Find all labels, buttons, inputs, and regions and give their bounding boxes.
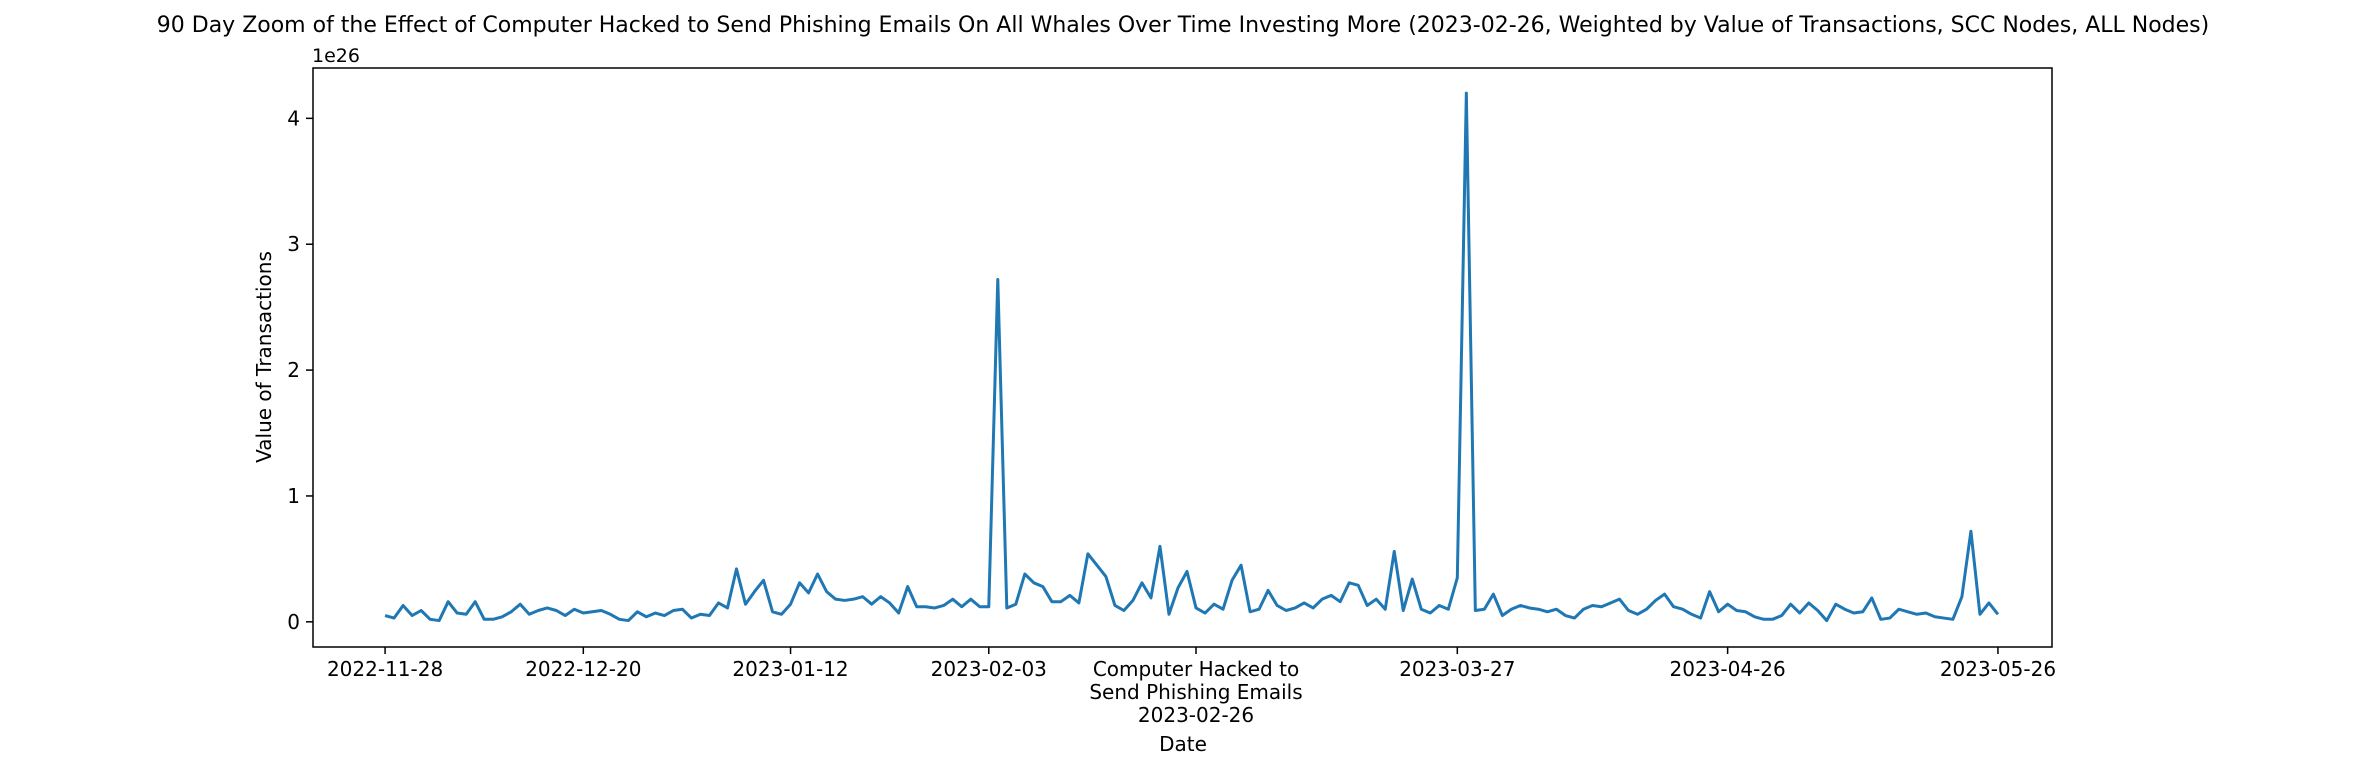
x-tick-label: 2023-02-03 xyxy=(931,657,1047,681)
x-tick-label: 2022-12-20 xyxy=(525,657,641,681)
y-tick-label: 1 xyxy=(287,484,300,508)
x-axis-label: Date xyxy=(1159,732,1207,756)
chart-title: 90 Day Zoom of the Effect of Computer Ha… xyxy=(157,13,2209,38)
x-tick-label: 2023-03-27 xyxy=(1399,657,1515,681)
series-line xyxy=(384,91,2000,623)
plot-area-frame xyxy=(312,67,2053,648)
y-tick-label: 0 xyxy=(287,610,300,634)
y-axis-label: Value of Transactions xyxy=(252,251,276,463)
y-axis-ticks: 0 1 2 3 4 xyxy=(287,106,313,634)
annotation-label-line: 2023-02-26 xyxy=(1138,703,1254,727)
y-tick-label: 3 xyxy=(287,232,300,256)
x-tick-label: 2023-01-12 xyxy=(732,657,848,681)
x-tick-label: 2023-04-26 xyxy=(1670,657,1786,681)
y-tick-label: 2 xyxy=(287,358,300,382)
x-tick-label: 2022-11-28 xyxy=(327,657,443,681)
x-axis-ticks: 2022-11-28 2022-12-20 2023-01-12 2023-02-03… xyxy=(327,647,2056,681)
annotation-label-line: Computer Hacked to xyxy=(1093,657,1299,681)
y-offset-label: 1e26 xyxy=(312,45,360,67)
y-tick-label: 4 xyxy=(287,106,300,130)
x-tick-label: 2023-05-26 xyxy=(1940,657,2056,681)
annotation-label-line: Send Phishing Emails xyxy=(1089,680,1302,704)
